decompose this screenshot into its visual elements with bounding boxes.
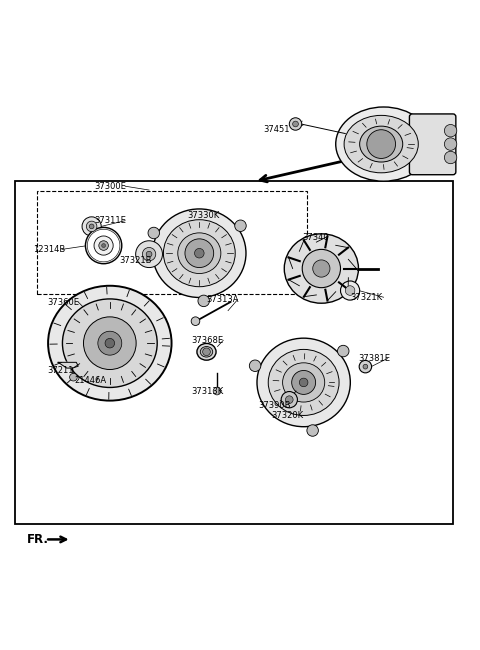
Text: 21446A: 21446A [75,376,107,385]
Circle shape [286,396,293,404]
Circle shape [444,124,457,137]
Text: FR.: FR. [27,533,49,546]
Circle shape [444,138,457,150]
Ellipse shape [200,346,213,357]
Ellipse shape [284,234,359,303]
Text: 37360E: 37360E [48,298,80,307]
Ellipse shape [344,115,418,173]
Circle shape [289,118,302,130]
Circle shape [94,236,113,255]
Ellipse shape [360,126,403,162]
Circle shape [307,424,318,436]
Circle shape [82,217,101,236]
Circle shape [146,252,152,257]
Circle shape [302,250,340,288]
Text: 37381E: 37381E [359,354,391,363]
Circle shape [300,378,308,387]
Circle shape [292,370,316,395]
Text: 37451: 37451 [263,125,289,135]
Circle shape [345,286,355,295]
Text: 37311E: 37311E [94,216,126,225]
Circle shape [98,332,122,355]
Circle shape [99,240,108,250]
Text: 37313K: 37313K [191,387,223,396]
Text: 37330K: 37330K [187,211,220,220]
Circle shape [70,373,77,381]
Circle shape [367,130,396,159]
Circle shape [102,244,106,248]
Text: 37320K: 37320K [271,411,303,421]
Circle shape [148,227,159,239]
Circle shape [105,339,115,348]
Text: 37368E: 37368E [191,336,223,344]
Ellipse shape [163,220,235,287]
Bar [36,191,307,294]
Circle shape [281,391,298,408]
Polygon shape [58,362,78,368]
Circle shape [89,224,94,229]
Circle shape [194,248,204,258]
Circle shape [84,317,136,369]
Text: 37321B: 37321B [120,256,152,265]
Ellipse shape [197,343,216,360]
Text: 37313A: 37313A [206,295,239,304]
Circle shape [89,231,118,260]
Circle shape [293,121,299,127]
Ellipse shape [178,233,221,274]
Circle shape [185,239,214,268]
Circle shape [363,364,368,369]
Bar [15,181,453,524]
Circle shape [136,240,162,268]
Circle shape [198,295,209,307]
Ellipse shape [153,209,246,298]
Ellipse shape [336,107,432,181]
Circle shape [235,220,246,231]
Text: 12314B: 12314B [33,245,65,254]
Circle shape [143,248,156,261]
Circle shape [444,151,457,164]
Circle shape [213,387,221,395]
Circle shape [313,260,330,277]
Ellipse shape [283,363,324,402]
Circle shape [340,281,360,300]
Circle shape [249,360,261,372]
Circle shape [85,227,122,264]
Circle shape [87,229,120,262]
Circle shape [203,348,210,356]
Ellipse shape [257,338,350,426]
Ellipse shape [268,350,339,415]
Circle shape [191,317,200,326]
Circle shape [337,345,349,357]
Text: 37300E: 37300E [94,182,126,190]
Text: 37321K: 37321K [350,292,382,302]
Ellipse shape [48,286,171,400]
FancyBboxPatch shape [409,114,456,175]
Ellipse shape [62,299,157,387]
Text: 37211: 37211 [48,366,74,375]
Text: 37340: 37340 [302,233,329,242]
Circle shape [359,360,372,373]
Text: 37390B: 37390B [258,401,291,410]
Circle shape [86,221,97,231]
